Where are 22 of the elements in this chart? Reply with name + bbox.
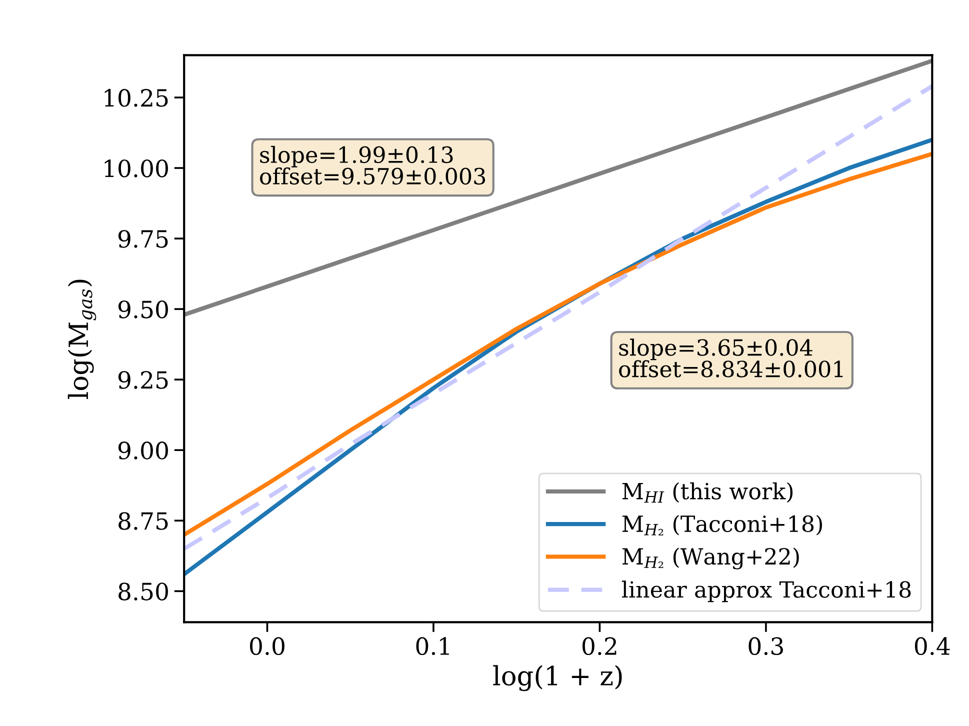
x-tick-label: 0.1	[416, 637, 449, 656]
y-tick-label: 9.00	[118, 442, 168, 460]
x-tick-label: 0.2	[582, 637, 616, 656]
y-axis-title: log(M$_{gas}$)	[68, 280, 96, 400]
x-tick-label: 0.0	[250, 637, 284, 656]
y-tick-label: 8.75	[118, 512, 168, 530]
legend-label: M$_{H₂}$ (Wang+22)	[622, 548, 799, 570]
annotation: slope=1.99±0.13 offset=9.579±0.003	[260, 146, 486, 185]
legend-label: linear approx Tacconi+18	[622, 580, 911, 602]
legend-label: M$_{HI}$ (this work)	[622, 482, 793, 503]
y-tick-label: 8.50	[118, 582, 168, 600]
legend-label: M$_{H₂}$ (Tacconi+18)	[622, 514, 822, 536]
x-tick-label: 0.4	[914, 637, 950, 656]
y-tick-label: 10.00	[104, 159, 168, 178]
y-tick-label: 9.50	[118, 300, 168, 318]
line-series	[184, 58, 932, 317]
y-tick-label: 9.25	[118, 371, 168, 389]
y-tick-label: 10.25	[104, 88, 168, 107]
annotation: slope=3.65±0.04 offset=8.834±0.001	[619, 338, 843, 378]
x-tick-label: 0.3	[748, 637, 783, 656]
y-tick-label: 9.75	[118, 230, 168, 248]
x-axis-title: log(1 + z)	[493, 665, 622, 692]
